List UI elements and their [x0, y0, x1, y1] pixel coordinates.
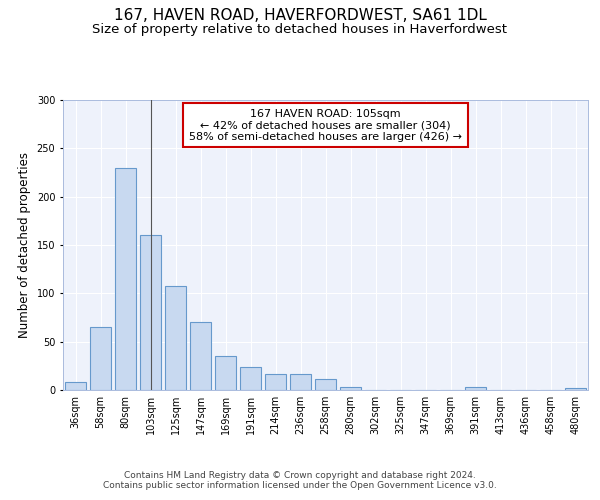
- Bar: [265, 374, 286, 390]
- Text: Contains HM Land Registry data © Crown copyright and database right 2024.
Contai: Contains HM Land Registry data © Crown c…: [103, 470, 497, 490]
- Bar: [165, 286, 186, 390]
- Bar: [90, 327, 111, 390]
- Bar: [190, 322, 211, 390]
- Bar: [240, 367, 261, 390]
- Bar: [140, 236, 161, 390]
- Bar: [65, 382, 86, 390]
- Bar: [565, 388, 586, 390]
- Text: 167 HAVEN ROAD: 105sqm
← 42% of detached houses are smaller (304)
58% of semi-de: 167 HAVEN ROAD: 105sqm ← 42% of detached…: [189, 108, 462, 142]
- Bar: [465, 387, 486, 390]
- Text: Size of property relative to detached houses in Haverfordwest: Size of property relative to detached ho…: [92, 22, 508, 36]
- Bar: [315, 380, 336, 390]
- Bar: [115, 168, 136, 390]
- Y-axis label: Number of detached properties: Number of detached properties: [18, 152, 31, 338]
- Text: 167, HAVEN ROAD, HAVERFORDWEST, SA61 1DL: 167, HAVEN ROAD, HAVERFORDWEST, SA61 1DL: [113, 8, 487, 22]
- Bar: [340, 387, 361, 390]
- Bar: [290, 374, 311, 390]
- Bar: [215, 356, 236, 390]
